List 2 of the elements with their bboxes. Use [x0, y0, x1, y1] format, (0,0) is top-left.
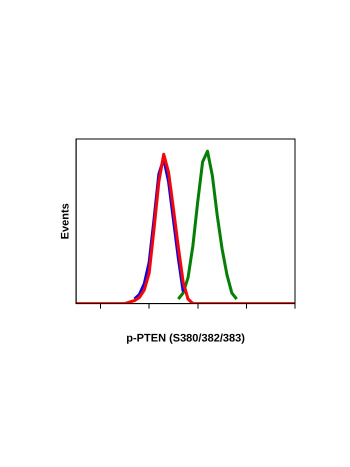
x-axis-title: p-PTEN (S380/382/383): [126, 332, 246, 344]
y-axis-title: Events: [60, 203, 72, 240]
